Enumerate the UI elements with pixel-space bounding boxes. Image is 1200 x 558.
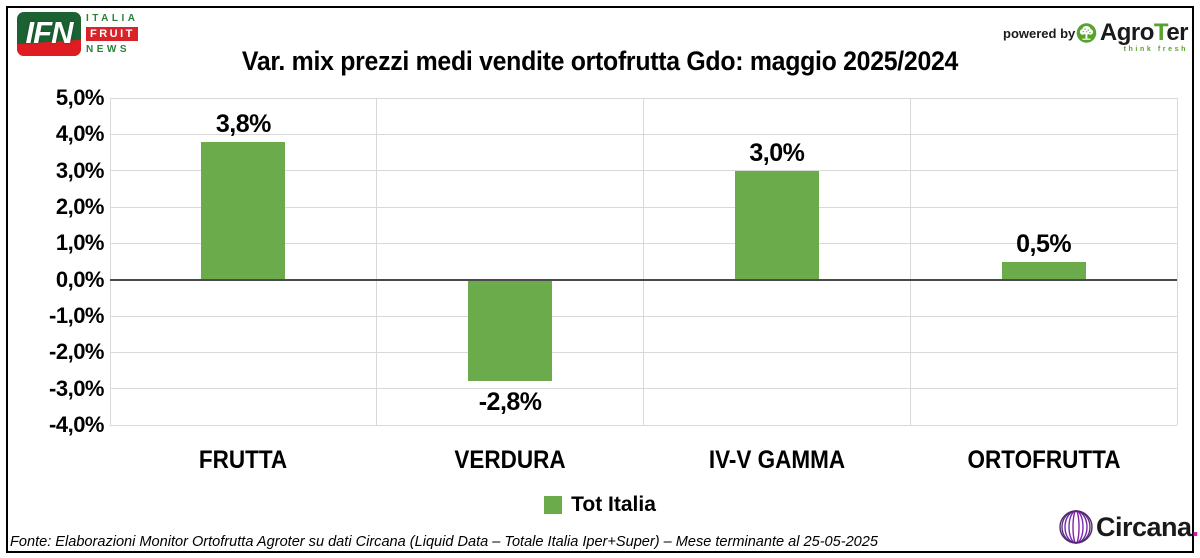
y-tick-label: -1,0% [49,303,104,328]
agroter-t: T [1153,19,1167,46]
y-tick-label: -4,0% [49,412,104,437]
category-label-ortofrutta: ORTOFRUTTA [967,446,1121,474]
ifn-abbr: IFN [25,15,74,50]
y-tick-label: 2,0% [55,194,105,219]
y-tick-label: 3,0% [55,157,105,183]
zero-axis-line [110,278,1177,281]
bar-value-label: 0,5% [1016,229,1072,258]
bar-value-label: 3,0% [749,138,805,167]
bar-value-label: -2,8% [478,388,542,417]
gridline-v [643,98,644,425]
y-tick-label: 4,0% [55,121,105,147]
agroter-tree-icon [1076,23,1097,43]
ifn-line-fruit: FRUIT [86,27,138,41]
chart-title: Var. mix prezzi medi vendite ortofrutta … [241,46,959,76]
circana-name: Circana [1096,511,1192,542]
circana-wordmark: Circana. [1096,512,1199,543]
legend-label: Tot Italia [571,493,656,516]
y-tick-label: -2,0% [49,339,104,365]
legend-swatch [544,496,563,514]
agroter-wordmark: AgroTer [1099,19,1189,47]
y-tick-label: 0,0% [55,266,105,292]
gridline-v [109,98,111,425]
ifn-wordmark: ITALIA FRUIT NEWS [86,12,138,56]
circana-logo: Circana. [1058,507,1199,547]
ifn-logo: IFN ITALIA FRUIT NEWS [17,12,143,56]
source-note: Fonte: Elaborazioni Monitor Ortofrutta A… [10,533,878,550]
gridline-v [376,98,378,425]
legend: Tot Italia [0,493,1200,517]
ifn-line-news: NEWS [86,44,130,55]
gridline-v [1176,98,1178,425]
agroter-suffix: er [1166,19,1188,46]
plot-area: 3,8% -2,8% 3,0% 0,5% [109,97,1178,426]
circana-rings-icon [1059,510,1093,544]
bar-iv-v-gamma [734,170,819,280]
category-label-verdura: VERDURA [454,446,566,474]
ifn-line-italia: ITALIA [86,13,139,24]
gridline-h [110,424,1177,426]
agroter-tagline: think fresh [1123,46,1188,53]
bar-verdura [468,279,553,382]
y-tick-label: 5,0% [55,85,105,110]
y-tick-label: 1,0% [55,230,105,256]
category-label-iv-v-gamma: IV-V GAMMA [708,446,846,474]
powered-by-label: powered by [1003,26,1076,41]
y-tick-label: -3,0% [49,375,104,401]
ifn-badge-icon: IFN [17,12,81,56]
agroter-logo: AgroTer think fresh [1076,18,1188,53]
gridline-v [909,98,911,425]
bar-ortofrutta [1001,261,1086,280]
agroter-prefix: Agro [1099,19,1155,46]
bar-value-label: 3,8% [215,109,271,138]
circana-dot: . [1191,511,1200,542]
category-label-frutta: FRUTTA [199,446,288,474]
bar-frutta [201,141,286,280]
